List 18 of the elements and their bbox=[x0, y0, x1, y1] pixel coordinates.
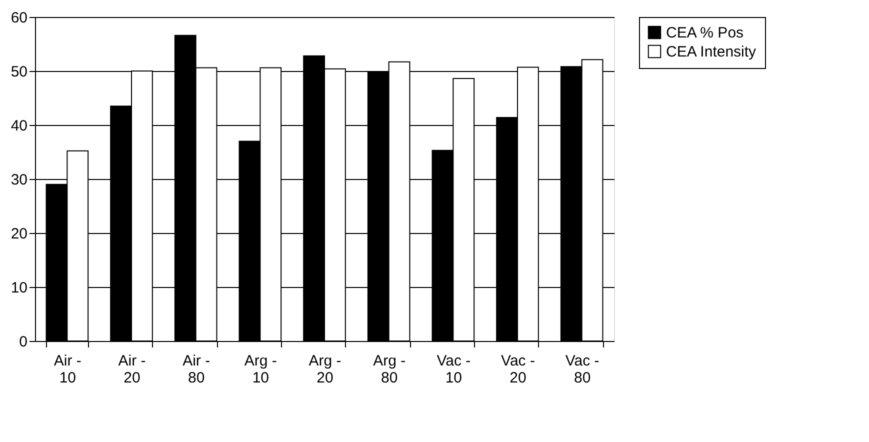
legend-label: CEA Intensity bbox=[666, 44, 757, 60]
y-tick-label: 20 bbox=[10, 226, 28, 242]
x-tick-label: Vac - 80 bbox=[565, 352, 600, 386]
x-tick-label: Air - 80 bbox=[182, 352, 210, 386]
x-tick-label: Air - 10 bbox=[54, 352, 82, 386]
x-tick-label: Vac - 10 bbox=[436, 352, 471, 386]
x-tick-label: Arg - 80 bbox=[373, 352, 406, 386]
x-tick-label: Arg - 10 bbox=[244, 352, 277, 386]
y-tick-label: 0 bbox=[19, 334, 28, 350]
y-tick-label: 40 bbox=[10, 118, 28, 134]
x-tick-label: Vac - 20 bbox=[501, 352, 535, 386]
y-tick-label: 50 bbox=[10, 64, 28, 80]
x-tick-label: Arg - 20 bbox=[308, 352, 342, 386]
y-tick-label: 60 bbox=[10, 10, 28, 26]
y-tick-label: 10 bbox=[10, 280, 28, 296]
x-tick-label: Air - 20 bbox=[118, 352, 146, 386]
y-tick-label: 30 bbox=[10, 172, 28, 188]
legend-label: CEA % Pos bbox=[666, 24, 744, 42]
